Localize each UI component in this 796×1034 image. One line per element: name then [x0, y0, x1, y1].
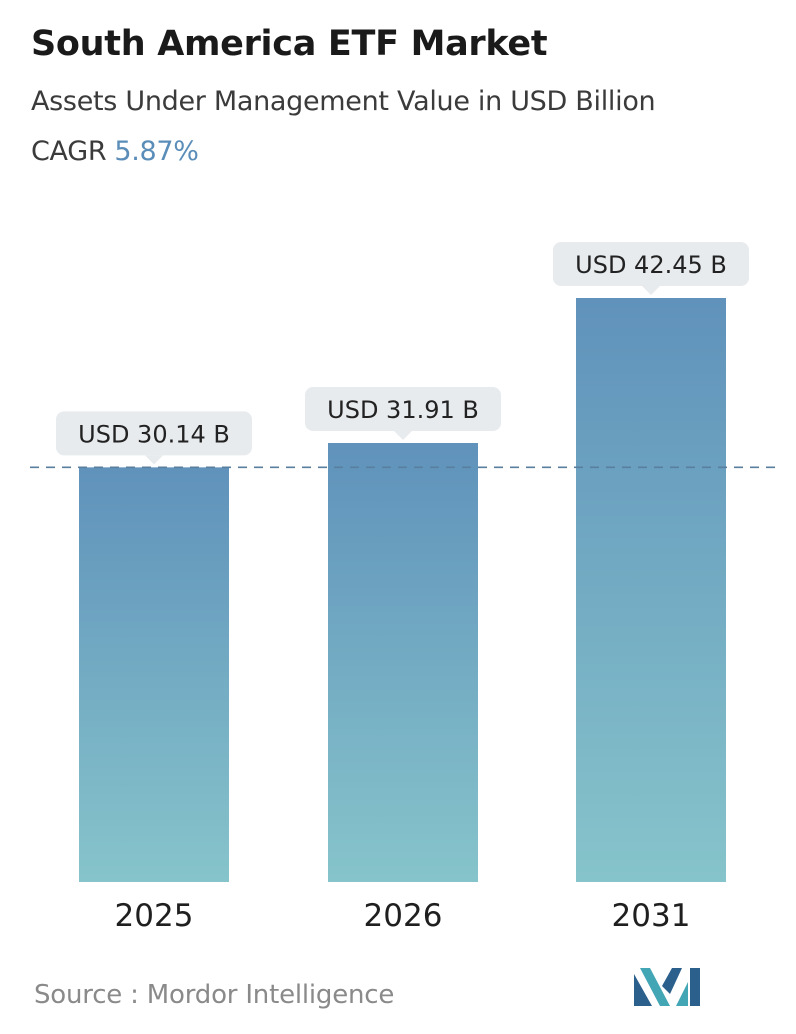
cagr-value: 5.87% [114, 136, 199, 167]
source-text: Source : Mordor Intelligence [34, 980, 395, 1010]
data-label-2025: USD 30.14 B [56, 411, 252, 465]
data-label-text: USD 31.91 B [327, 396, 479, 424]
chart-title: South America ETF Market [31, 24, 548, 64]
cagr-line: CAGR 5.87% [31, 136, 199, 167]
cagr-label: CAGR [31, 136, 107, 167]
data-label-2031: USD 42.45 B [553, 242, 749, 295]
x-tick-label-2031: 2031 [612, 898, 691, 934]
bar-2031 [576, 298, 726, 882]
data-label-2026: USD 31.91 B [305, 387, 501, 441]
bar-2025 [79, 467, 229, 882]
mordor-intelligence-logo-icon [634, 968, 700, 1006]
data-label-text: USD 42.45 B [575, 251, 727, 279]
x-tick-label-2026: 2026 [364, 898, 443, 934]
x-tick-label-2025: 2025 [115, 898, 194, 934]
data-label-text: USD 30.14 B [78, 420, 230, 448]
chart-subtitle: Assets Under Management Value in USD Bil… [31, 86, 656, 117]
bar-chart: USD 30.14 B USD 31.91 B USD 42.45 B 2025 20… [30, 242, 782, 934]
bar-2026 [328, 443, 478, 882]
